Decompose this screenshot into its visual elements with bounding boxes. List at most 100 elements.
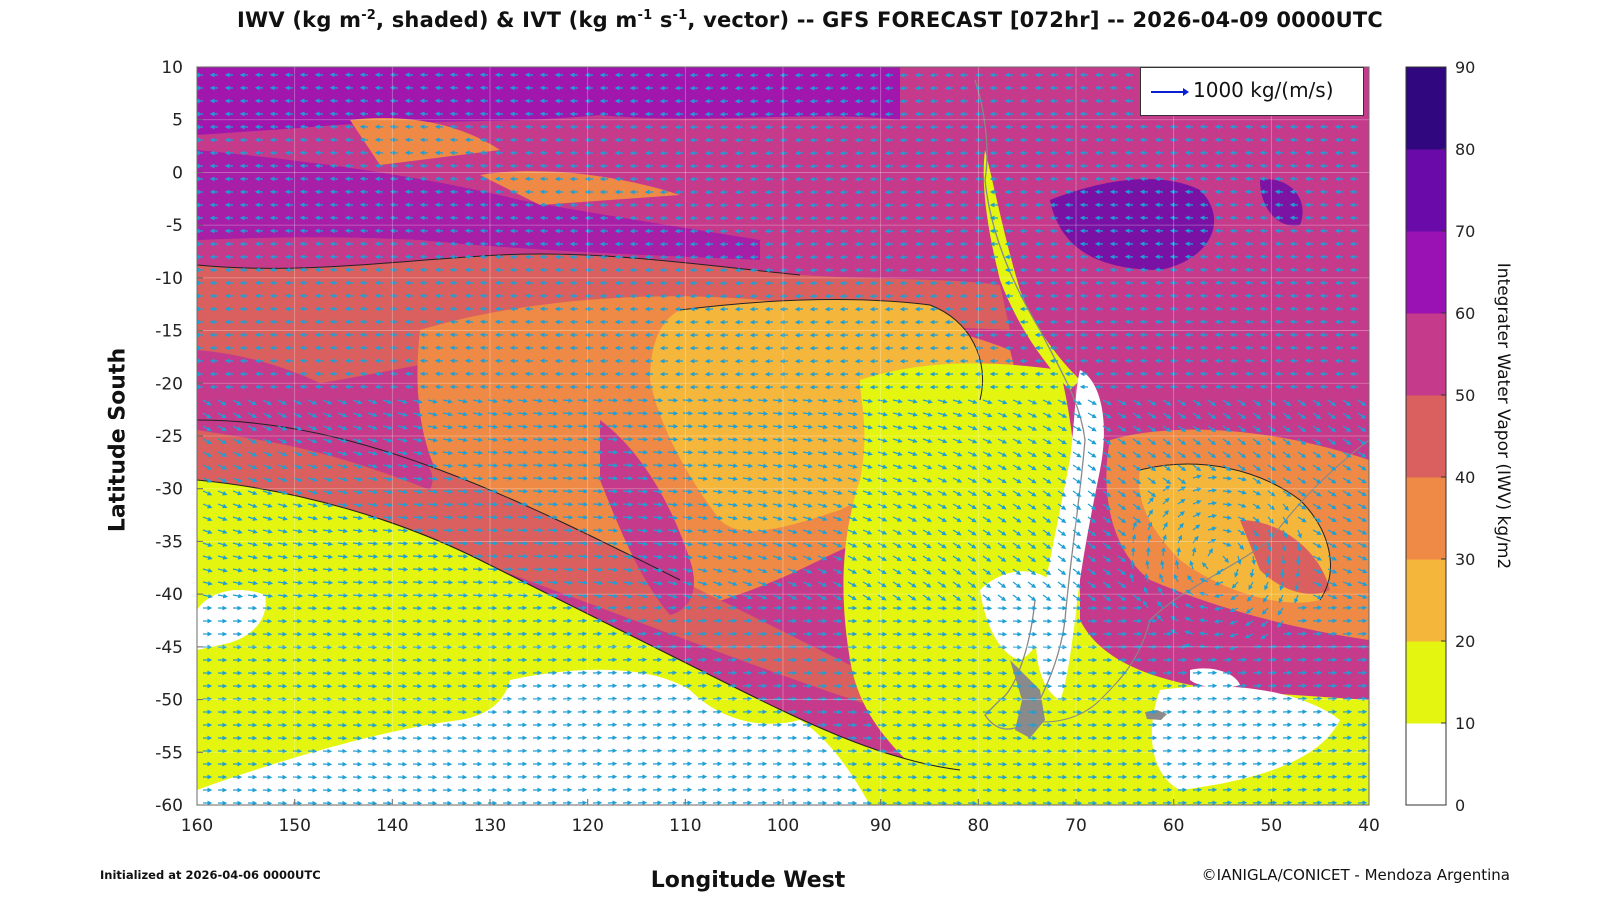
chart-title: IWV (kg m-2, shaded) & IVT (kg m-1 s-1, … (237, 8, 1383, 32)
ivt-vector (457, 514, 469, 520)
ivt-vector (1147, 438, 1157, 445)
ivt-vector (457, 489, 469, 494)
ivt-vector (502, 514, 514, 520)
colorbar-segment (1406, 477, 1446, 560)
ivt-vector (427, 592, 439, 598)
ivt-vector (742, 397, 754, 403)
ivt-vector (637, 436, 649, 442)
ivt-vector (517, 475, 529, 481)
ivt-vector (427, 515, 439, 520)
ivt-vector (502, 501, 514, 507)
ivt-vector (442, 579, 454, 585)
ivt-vector (952, 412, 963, 418)
ivt-vector (502, 411, 514, 417)
ivt-vector (1327, 399, 1337, 407)
colorbar-segment (1406, 723, 1446, 806)
ivt-vector (1162, 425, 1172, 432)
ivt-vector (262, 412, 273, 418)
ivt-vector (307, 412, 318, 418)
ivt-vector (232, 399, 242, 406)
colorbar-segment (1406, 313, 1446, 396)
ivt-vector (532, 501, 544, 507)
ivt-vector (952, 438, 963, 444)
ivt-vector (382, 579, 394, 585)
ivt-vector (997, 425, 1008, 431)
ivt-vector (742, 437, 754, 442)
x-tick-label: 120 (571, 816, 603, 836)
ivt-vector (397, 425, 408, 430)
ivt-vector (1147, 399, 1157, 406)
ivt-vector (412, 528, 424, 533)
ivt-vector (502, 424, 514, 430)
ivt-vector (742, 411, 754, 416)
ivt-vector (577, 488, 589, 494)
ivt-vector (517, 437, 529, 442)
ivt-vector (202, 451, 212, 457)
ivt-vector (652, 449, 664, 455)
ivt-vector (1342, 399, 1352, 407)
ivt-vector (337, 425, 348, 431)
ivt-vector (1192, 425, 1202, 433)
ivt-vector (877, 398, 888, 404)
ivt-vector (1162, 438, 1172, 446)
ivt-vector (907, 412, 918, 417)
ivt-vector (247, 399, 257, 406)
credit-text: ©IANIGLA/CONICET - Mendoza Argentina (1201, 866, 1510, 884)
ivt-vector (232, 451, 243, 457)
ivt-vector (802, 398, 814, 403)
ivt-vector (667, 397, 679, 403)
ivt-vector (607, 528, 619, 533)
ivt-vector (562, 398, 574, 403)
ivt-vector (457, 398, 468, 404)
ivt-vector (517, 540, 529, 546)
ivt-vector (1027, 399, 1038, 405)
ivt-vector (1117, 399, 1127, 406)
ivt-vector (382, 554, 394, 559)
ivt-vector (457, 411, 468, 417)
ivt-vector (442, 411, 453, 417)
ivt-vector (922, 425, 933, 430)
y-tick-label: -55 (155, 743, 183, 763)
ivt-vector (277, 399, 288, 405)
ivt-vector (367, 592, 379, 598)
ivt-vector (1222, 438, 1232, 446)
ivt-vector (1057, 438, 1067, 445)
ivt-vector (982, 412, 993, 418)
ivt-vector (742, 424, 754, 429)
ivt-vector (1222, 488, 1233, 494)
ivt-vector (1297, 412, 1307, 420)
ivt-vector (1192, 399, 1202, 406)
ivt-vector (307, 451, 318, 457)
ivt-vector (217, 412, 227, 419)
ivt-vector (397, 399, 408, 404)
ivt-vector (1072, 425, 1082, 432)
x-tick-label: 50 (1261, 816, 1283, 836)
ivt-vector (997, 399, 1008, 405)
ivt-vector (1267, 425, 1277, 433)
ivt-vector (817, 411, 829, 417)
x-tick-label: 90 (870, 816, 892, 836)
ivt-vector (232, 438, 243, 444)
ivt-vector (487, 527, 499, 533)
ivt-vector (502, 540, 514, 546)
ivt-vector (1072, 399, 1083, 405)
ivt-vector (667, 410, 679, 416)
ivt-vector (727, 410, 739, 416)
ivt-vector (802, 424, 814, 430)
y-tick-label: -60 (155, 796, 183, 816)
ivt-vector (277, 451, 288, 457)
ivt-vector (1357, 425, 1367, 432)
ivt-vector (442, 502, 454, 507)
ivt-vector (247, 451, 258, 457)
ivt-vector (1267, 412, 1277, 420)
ivt-vector (562, 411, 574, 416)
ivt-vector (457, 566, 469, 572)
ivt-vector (622, 502, 634, 507)
ivt-vector (532, 527, 544, 533)
ivt-vector (322, 399, 333, 405)
ivt-vector (502, 463, 514, 468)
legend-label: 1000 kg/(m/s) (1193, 78, 1334, 102)
y-tick-label: -5 (166, 216, 183, 236)
ivt-vector (487, 398, 499, 404)
ivt-vector (1252, 412, 1262, 420)
